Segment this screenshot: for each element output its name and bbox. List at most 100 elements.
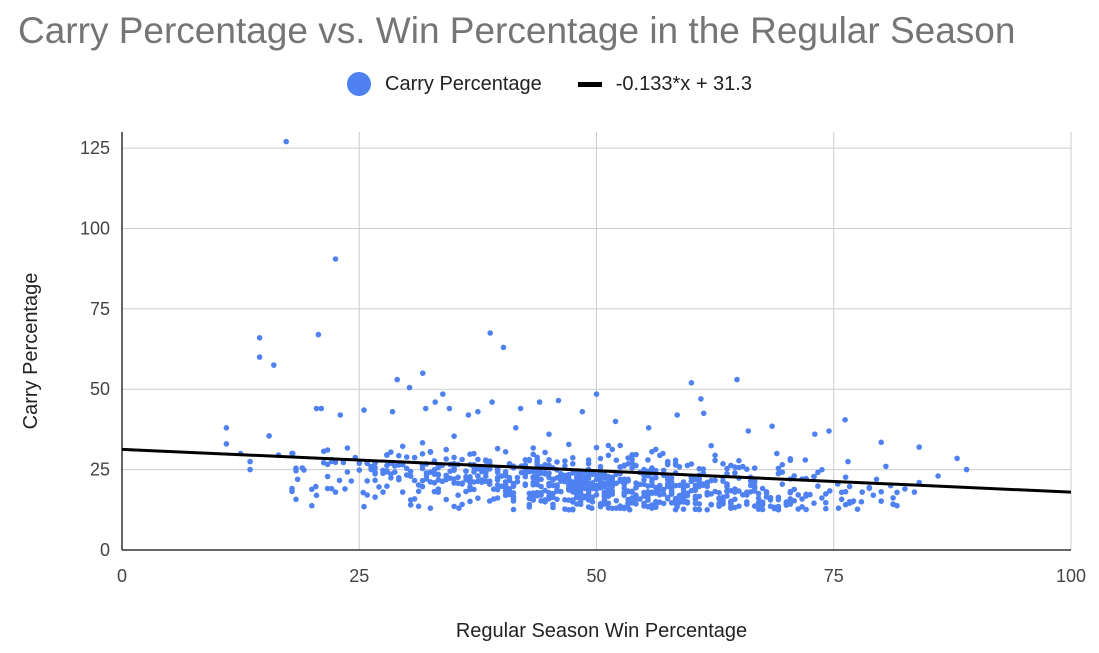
data-point (562, 472, 568, 479)
data-point (717, 502, 723, 508)
data-point (427, 449, 434, 455)
data-point (585, 488, 592, 495)
data-point (775, 505, 782, 511)
data-point (835, 505, 842, 512)
data-point (759, 501, 766, 508)
data-point (361, 503, 367, 510)
data-point (593, 492, 600, 498)
data-point (577, 490, 584, 496)
data-point (774, 450, 780, 457)
legend-label-carry-percentage: Carry Percentage (385, 72, 542, 95)
data-point (680, 499, 687, 505)
data-point (550, 482, 556, 489)
data-point (724, 487, 730, 494)
data-point (566, 507, 572, 513)
data-point (902, 486, 908, 492)
data-point (294, 476, 301, 483)
data-point (637, 481, 643, 488)
data-point (256, 335, 263, 341)
data-point (621, 481, 627, 487)
data-point (315, 331, 322, 338)
data-point (372, 477, 378, 484)
data-point (479, 468, 485, 475)
data-point (403, 465, 410, 472)
data-point (517, 405, 524, 412)
data-point (787, 457, 794, 464)
data-point (783, 500, 790, 507)
data-point (570, 461, 576, 467)
data-point (332, 459, 339, 466)
data-point (435, 486, 442, 492)
legend-item-carry-percentage[interactable]: Carry Percentage (347, 72, 542, 96)
data-point (558, 488, 564, 495)
data-point (342, 486, 348, 492)
data-point (819, 466, 825, 473)
data-point (456, 505, 462, 512)
data-point (759, 485, 766, 492)
data-point (320, 459, 327, 466)
data-point (866, 485, 873, 492)
data-point (826, 428, 832, 434)
data-point (625, 476, 631, 483)
data-point (649, 476, 655, 482)
data-point (579, 408, 586, 415)
data-point (419, 465, 426, 472)
data-point (337, 412, 344, 418)
data-point (566, 482, 572, 489)
data-point (451, 480, 457, 486)
data-point (700, 466, 707, 472)
data-point (396, 475, 402, 481)
data-point (502, 449, 509, 455)
data-point (420, 370, 426, 377)
data-point (577, 471, 584, 477)
data-point (660, 467, 667, 474)
data-point (471, 469, 477, 475)
data-point (313, 492, 320, 499)
data-point (289, 485, 295, 492)
data-point (514, 474, 521, 481)
data-point (859, 489, 865, 495)
data-point (427, 469, 434, 476)
data-point (380, 470, 386, 477)
data-point (684, 499, 691, 505)
data-point (728, 498, 734, 505)
data-point (467, 476, 473, 483)
data-point (581, 481, 588, 488)
data-point (633, 484, 639, 491)
data-point (621, 490, 627, 497)
data-point (534, 481, 540, 488)
data-point (459, 501, 465, 508)
data-point (526, 504, 533, 510)
legend-item-trendline[interactable]: -0.133*x + 31.3 (577, 73, 752, 96)
data-point (668, 490, 675, 497)
data-point (664, 460, 671, 466)
data-point (883, 463, 889, 470)
data-point (419, 440, 426, 446)
data-point (629, 452, 635, 458)
data-point (348, 478, 355, 484)
data-point (309, 486, 315, 493)
data-point (890, 495, 896, 501)
data-point (724, 465, 730, 472)
data-point (712, 457, 718, 464)
data-point (320, 448, 327, 455)
data-point (494, 469, 501, 476)
x-tick-label-75: 75 (824, 566, 844, 586)
data-point (530, 445, 536, 451)
data-point (704, 479, 710, 486)
data-point (823, 491, 829, 497)
data-point (542, 487, 548, 494)
data-point (589, 505, 595, 512)
data-point (736, 464, 742, 471)
data-point (878, 439, 884, 446)
data-point (734, 376, 740, 383)
data-point (394, 376, 401, 383)
data-point (649, 502, 655, 508)
data-point (873, 476, 880, 483)
data-point (815, 483, 821, 489)
data-point (609, 446, 616, 453)
data-point (407, 473, 414, 480)
data-point (432, 399, 439, 405)
data-point (668, 500, 675, 506)
